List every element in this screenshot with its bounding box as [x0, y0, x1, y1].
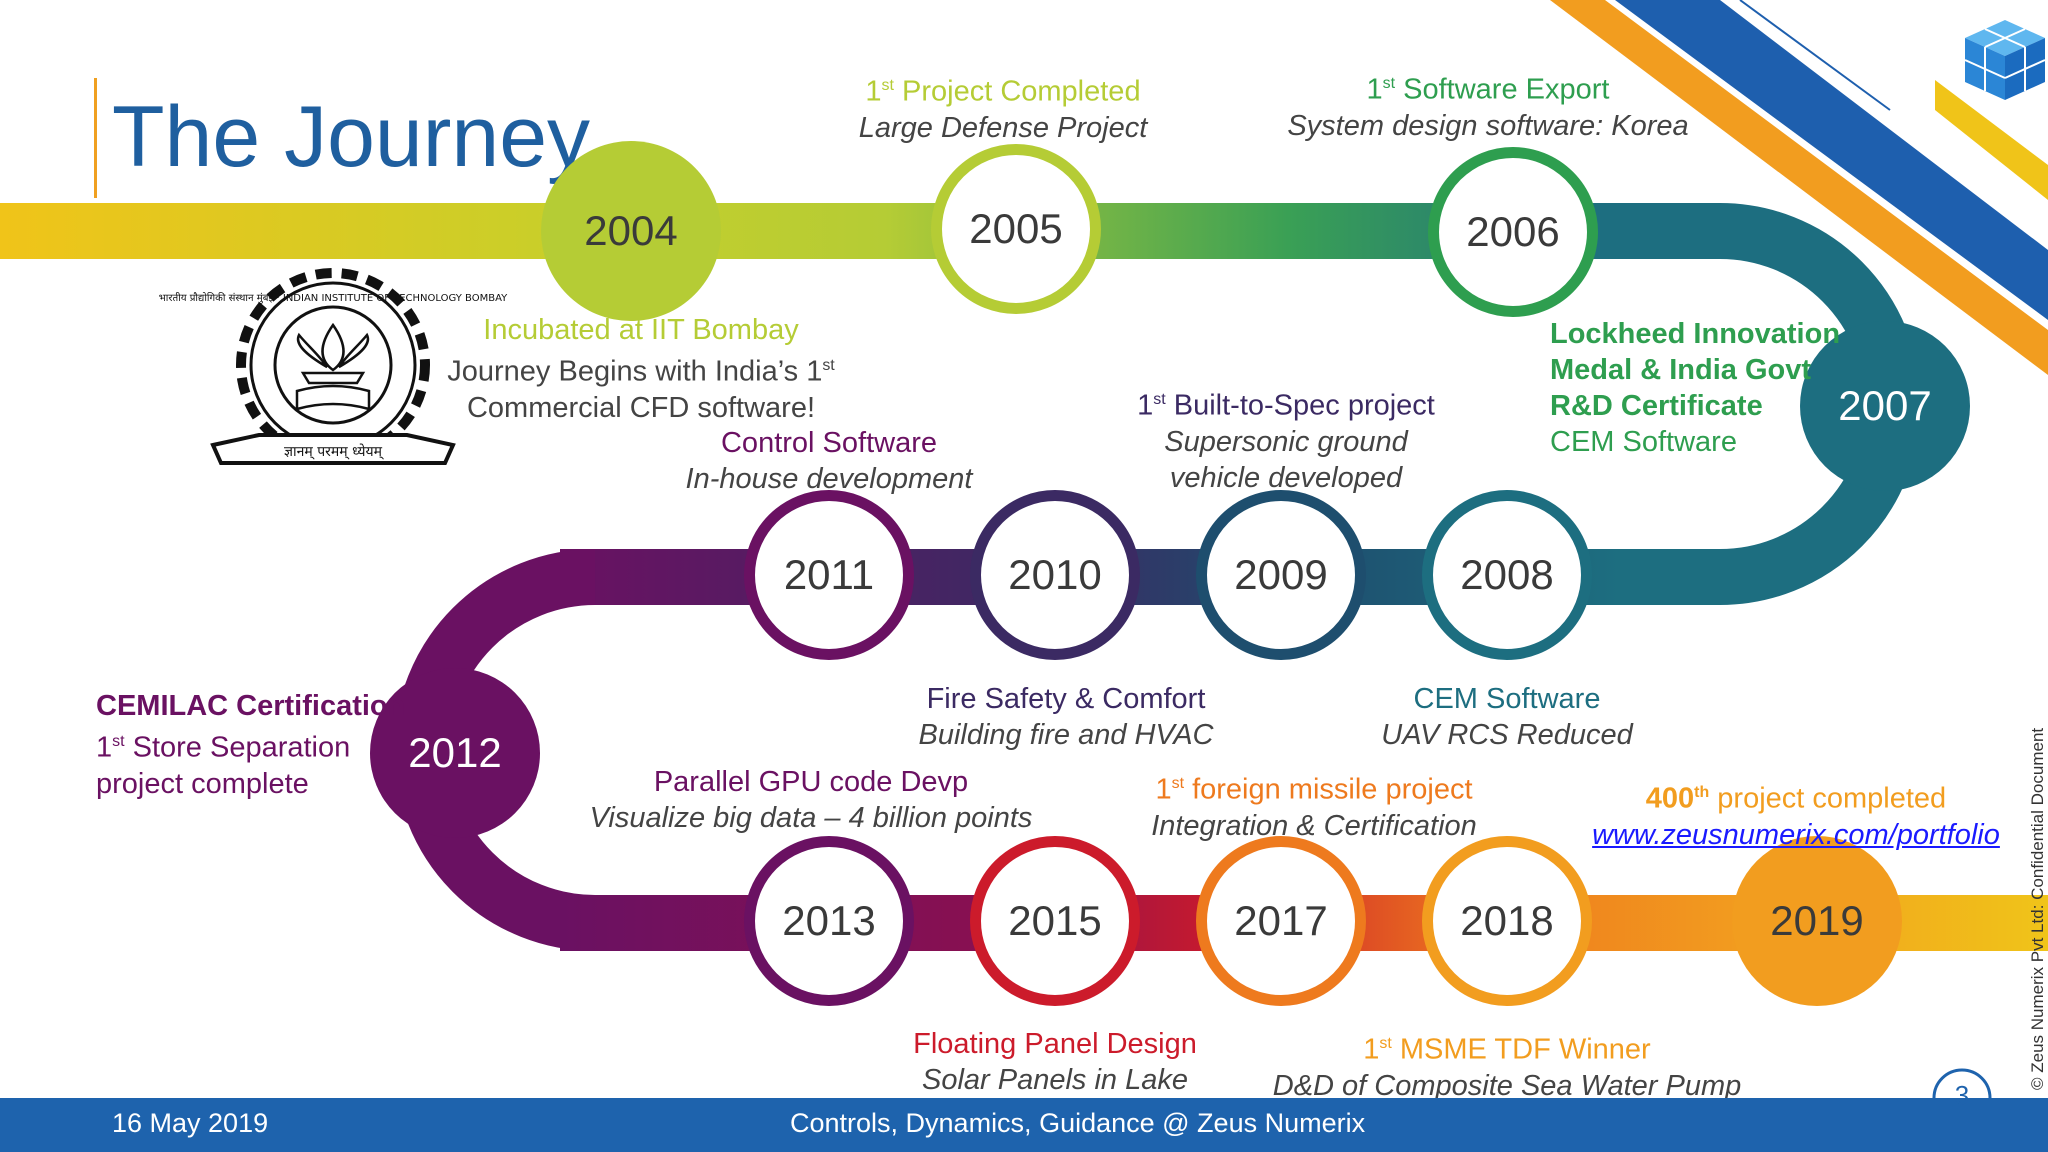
confidential-note: © Zeus Numerix Pvt Ltd: Confidential Doc…: [2028, 727, 2047, 1090]
milestone-2009-sub2: vehicle developed: [1169, 461, 1403, 494]
milestone-2008-head: CEM Software: [1413, 683, 1601, 715]
milestone-2012-line2: project complete: [96, 767, 309, 800]
year-2008: 2008: [1422, 490, 1592, 660]
year-2017: 2017: [1196, 836, 1366, 1006]
corner-stripe-orange: [1550, 0, 2048, 375]
footer-title: Controls, Dynamics, Guidance @ Zeus Nume…: [790, 1108, 1366, 1138]
year-2010: 2010: [970, 490, 1140, 660]
footer-date: 16 May 2019: [112, 1108, 269, 1138]
corner-stripe-yellow: [1935, 80, 2048, 200]
year-2005: 2005: [931, 144, 1101, 314]
year-2006: 2006: [1428, 147, 1598, 317]
milestone-2005-head: 1st Project Completed: [865, 75, 1141, 108]
corner-stripe-blue: [1615, 0, 2048, 320]
milestone-2006-head: 1st Software Export: [1366, 73, 1610, 106]
year-2011: 2011: [744, 490, 914, 660]
milestone-2010-head: Fire Safety & Comfort: [926, 683, 1206, 715]
milestone-2018: 1st MSME TDF Winner D&D of Composite Sea…: [1273, 1026, 1742, 1104]
milestone-2019: 400th project completed www.zeusnumerix.…: [1592, 775, 2000, 853]
portfolio-link[interactable]: www.zeusnumerix.com/portfolio: [1592, 818, 2000, 851]
milestone-2007-line3: R&D Certificate: [1550, 390, 1763, 422]
milestone-2008: CEM Software UAV RCS Reduced: [1381, 681, 1632, 753]
year-2019: 2019: [1732, 836, 1902, 1006]
milestone-2009-head: 1st Built-to-Spec project: [1137, 389, 1435, 422]
milestone-2011-head: Control Software: [720, 427, 937, 459]
year-2004: 2004: [541, 141, 721, 321]
milestone-2004: Incubated at IIT Bombay Journey Begins w…: [447, 312, 834, 426]
milestone-2007-line2: Medal & India Govt: [1550, 354, 1812, 386]
milestone-2007-line1: Lockheed Innovation: [1550, 318, 1841, 350]
milestone-2007: Lockheed Innovation Medal & India Govt R…: [1550, 316, 1840, 460]
milestone-2011-sub: In-house development: [685, 463, 973, 495]
milestone-2012: CEMILAC Certification 1st Store Separati…: [96, 688, 405, 802]
iit-bombay-logo: भारतीय प्रौद्योगिकी संस्थान मुंबई · INDI…: [159, 268, 508, 465]
milestone-2012-head: CEMILAC Certification: [96, 690, 406, 722]
milestone-2015: Floating Panel Design Solar Panels in La…: [913, 1026, 1197, 1098]
page-number: 3: [1954, 1080, 1970, 1110]
milestone-2017-sub: Integration & Certification: [1151, 809, 1477, 842]
milestone-2005-sub: Large Defense Project: [858, 111, 1148, 144]
milestone-2013-sub: Visualize big data – 4 billion points: [589, 802, 1033, 834]
milestone-2013-head: Parallel GPU code Devp: [653, 766, 969, 798]
milestone-2007-line4: CEM Software: [1550, 426, 1737, 458]
milestone-2004-head: Incubated at IIT Bombay: [483, 314, 799, 346]
milestone-2010: Fire Safety & Comfort Building fire and …: [919, 681, 1214, 753]
year-2015: 2015: [970, 836, 1140, 1006]
milestone-2004-line2: Commercial CFD software!: [466, 391, 816, 424]
year-2018: 2018: [1422, 836, 1592, 1006]
logo-motto: ज्ञानम् परमम् ध्येयम्: [284, 443, 384, 460]
milestone-2011: Control Software In-house development: [686, 425, 973, 497]
corner-stripe-line: [1739, 0, 1891, 111]
milestone-2012-line1: 1st Store Separation: [96, 731, 351, 764]
milestone-2018-sub: D&D of Composite Sea Water Pump: [1272, 1069, 1742, 1102]
year-2007: 2007: [1800, 321, 1970, 491]
milestone-2019-head: 400th project completed: [1645, 782, 1947, 815]
cube-logo-icon: [1964, 20, 2046, 100]
milestone-2013: Parallel GPU code Devp Visualize big dat…: [590, 764, 1033, 836]
milestone-2006-sub: System design software: Korea: [1287, 109, 1689, 142]
milestone-2008-sub: UAV RCS Reduced: [1381, 719, 1633, 751]
milestone-2017: 1st foreign missile project Integration …: [1151, 766, 1477, 844]
title-accent-bar: [94, 78, 97, 198]
logo-ring-text: भारतीय प्रौद्योगिकी संस्थान मुंबई · INDI…: [159, 292, 508, 304]
milestone-2017-head: 1st foreign missile project: [1155, 773, 1473, 806]
milestone-2009-sub1: Supersonic ground: [1164, 425, 1408, 458]
milestone-2005: 1st Project Completed Large Defense Proj…: [859, 68, 1148, 146]
year-2009: 2009: [1196, 490, 1366, 660]
year-2013: 2013: [744, 836, 914, 1006]
milestone-2004-line1: Journey Begins with India’s 1st: [447, 355, 835, 388]
milestone-2018-head: 1st MSME TDF Winner: [1363, 1033, 1651, 1066]
milestone-2015-head: Floating Panel Design: [913, 1028, 1197, 1060]
milestone-2009: 1st Built-to-Spec project Supersonic gro…: [1137, 382, 1435, 496]
milestone-2010-sub: Building fire and HVAC: [918, 719, 1214, 751]
road-row1: [0, 203, 1610, 259]
year-2012: 2012: [370, 668, 540, 838]
page-title: The Journey: [112, 89, 591, 185]
footer-bar: 16 May 2019 Controls, Dynamics, Guidance…: [0, 1098, 2048, 1152]
milestone-2015-sub: Solar Panels in Lake: [921, 1064, 1188, 1096]
milestone-2006: 1st Software Export System design softwa…: [1287, 66, 1688, 144]
